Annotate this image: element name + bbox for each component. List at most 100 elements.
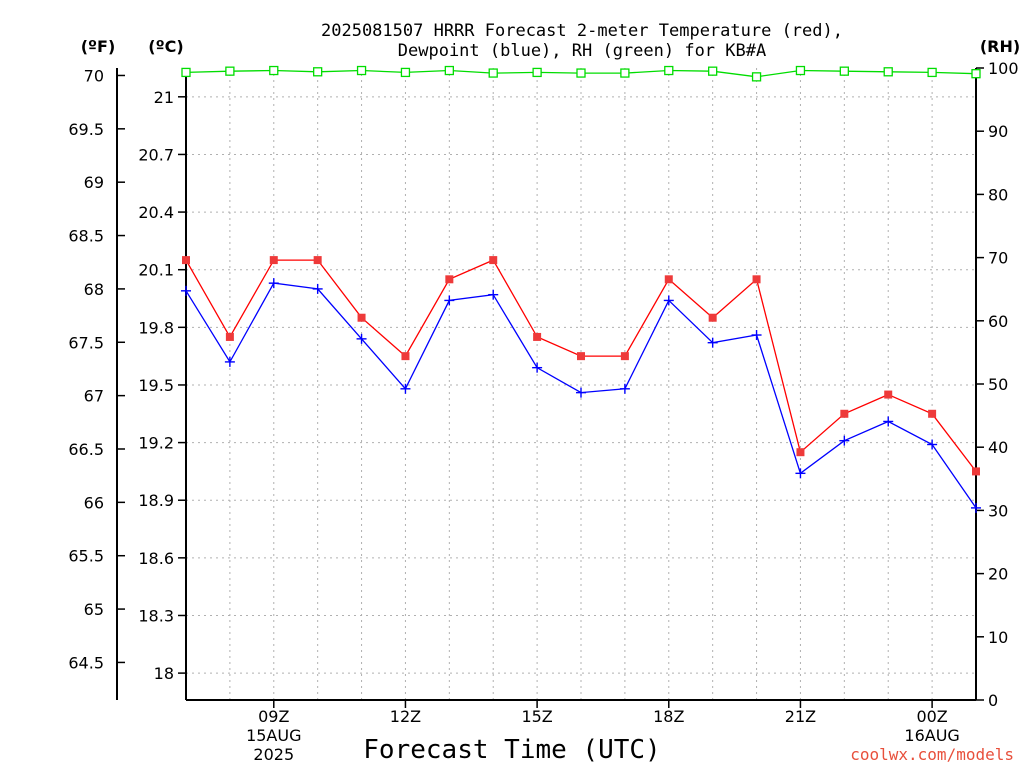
x-tick-date-label: 15AUG — [246, 726, 301, 745]
rh-tick-label: 50 — [988, 375, 1008, 394]
celsius-tick-label: 18.9 — [138, 491, 174, 510]
fahrenheit-tick-label: 67.5 — [68, 333, 104, 352]
celsius-tick-label: 18 — [154, 664, 174, 683]
rh-tick-label: 100 — [988, 59, 1019, 78]
chart-title-line-1: 2025081507 HRRR Forecast 2-meter Tempera… — [321, 21, 843, 41]
temperature-point — [884, 390, 893, 399]
fahrenheit-tick-label: 70 — [84, 66, 104, 85]
rh-tick-label: 30 — [988, 501, 1008, 520]
series-rh — [181, 65, 981, 82]
rh-point — [839, 66, 849, 76]
rh-tick-label: 60 — [988, 312, 1008, 331]
temperature-point — [840, 409, 849, 418]
rh-point — [225, 66, 235, 76]
temperature-point — [664, 275, 673, 284]
x-tick-date-label: 16AUG — [904, 726, 959, 745]
celsius-tick-label: 20.7 — [138, 145, 174, 164]
data-series — [181, 65, 981, 513]
dewpoint-point — [751, 330, 762, 341]
x-tick-label: 00Z — [916, 707, 947, 726]
dewpoint-point — [707, 337, 718, 348]
rh-point — [620, 68, 630, 78]
rh-tick-label: 40 — [988, 438, 1008, 457]
dewpoint-point — [488, 289, 499, 300]
dewpoint-point — [576, 387, 586, 398]
rh-point — [708, 66, 718, 76]
dewpoint-point — [356, 333, 367, 344]
rh-point — [883, 67, 893, 77]
rh-point — [795, 65, 806, 76]
rh-point — [488, 68, 498, 78]
fahrenheit-tick-label: 68 — [84, 280, 104, 299]
x-tick-label: 09Z — [258, 707, 289, 726]
fahrenheit-tick-label: 67 — [84, 387, 104, 406]
dewpoint-point — [400, 383, 411, 394]
rh-point — [444, 65, 454, 76]
fahrenheit-tick-label: 65 — [84, 600, 104, 619]
dewpoint-point — [444, 295, 455, 306]
tick-labels: 18 18.3 18.6 18.9 19.2 19.5 19.8 20.1 20.4 20.7 21… — [68, 59, 1018, 764]
dewpoint-point — [312, 283, 323, 294]
rh-point — [751, 72, 762, 82]
dewpoint-point — [224, 356, 235, 367]
x-axis-title: Forecast Time (UTC) — [363, 735, 660, 765]
rh-tick-label: 80 — [988, 185, 1008, 204]
celsius-unit-label: (ºC) — [148, 37, 183, 56]
temperature-point — [577, 352, 585, 361]
dewpoint-point — [268, 278, 279, 289]
celsius-tick-label: 18.3 — [138, 606, 174, 625]
rh-point — [313, 67, 323, 77]
dewpoint-point — [883, 416, 894, 427]
rh-tick-label: 10 — [988, 628, 1008, 647]
celsius-tick-label: 19.2 — [138, 434, 174, 453]
x-tick-date-label: 2025 — [253, 745, 294, 764]
temperature-point — [928, 409, 937, 418]
rh-point — [664, 65, 674, 76]
dewpoint-point — [532, 362, 543, 373]
temperature-point — [533, 332, 542, 341]
source-credit: coolwx.com/models — [850, 745, 1014, 764]
temperature-point — [445, 275, 454, 284]
dewpoint-point — [663, 295, 674, 306]
rh-point — [181, 67, 191, 78]
dewpoint-point — [927, 439, 938, 450]
temperature-point — [225, 332, 234, 341]
celsius-tick-label: 20.4 — [138, 203, 174, 222]
rh-point — [576, 68, 586, 78]
rh-point — [532, 67, 542, 78]
celsius-tick-label: 19.5 — [138, 376, 174, 395]
rh-point — [400, 67, 411, 78]
rh-unit-label: (RH) — [980, 37, 1020, 56]
rh-point — [356, 65, 367, 76]
fahrenheit-tick-label: 69 — [84, 173, 104, 192]
series-temperature — [182, 256, 980, 476]
rh-point — [971, 69, 981, 79]
chart-title-line-2: Dewpoint (blue), RH (green) for KB#A — [398, 41, 766, 61]
x-tick-label: 18Z — [653, 707, 684, 726]
temperature-point — [269, 256, 278, 265]
series-dewpoint — [181, 278, 981, 513]
dewpoint-point — [619, 383, 630, 394]
temperature-point — [972, 467, 980, 476]
rh-tick-label: 20 — [988, 565, 1008, 584]
temperature-point — [489, 256, 498, 265]
temperature-point — [357, 313, 366, 322]
fahrenheit-tick-label: 66.5 — [68, 440, 104, 459]
grid-lines — [185, 68, 977, 700]
temperature-point — [752, 275, 761, 284]
celsius-tick-label: 21 — [154, 88, 174, 107]
dewpoint-point — [839, 435, 850, 446]
rh-tick-label: 0 — [988, 691, 998, 710]
fahrenheit-tick-label: 64.5 — [68, 653, 104, 672]
rh-point — [927, 67, 937, 78]
celsius-tick-label: 20.1 — [138, 261, 174, 280]
celsius-tick-label: 18.6 — [138, 549, 174, 568]
fahrenheit-tick-label: 65.5 — [68, 547, 104, 566]
temperature-point — [796, 448, 805, 457]
rh-tick-label: 90 — [988, 122, 1008, 141]
fahrenheit-unit-label: (ºF) — [81, 37, 116, 56]
rh-point — [269, 65, 279, 76]
rh-tick-label: 70 — [988, 249, 1008, 268]
temperature-point — [313, 256, 322, 265]
